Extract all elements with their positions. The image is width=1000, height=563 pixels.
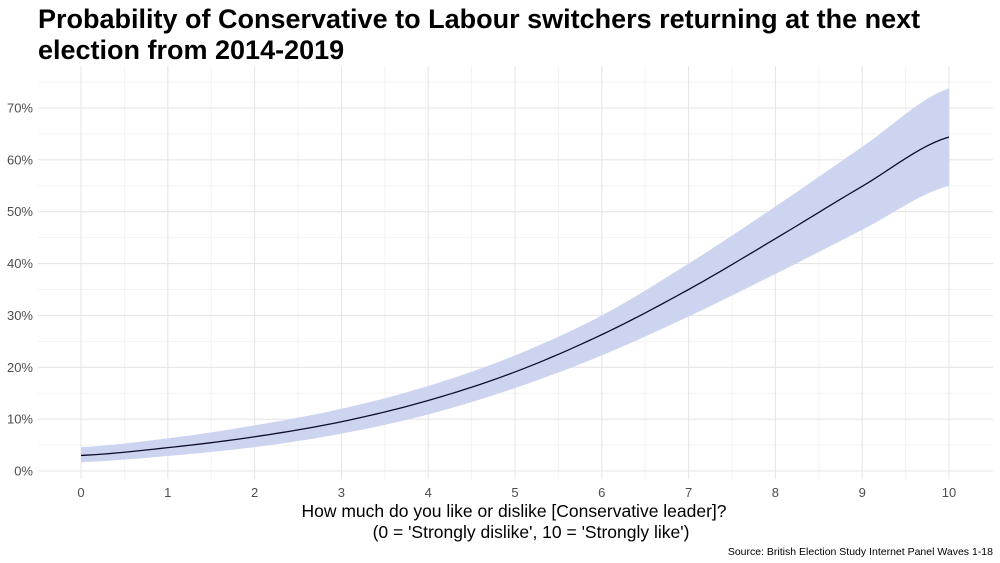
- x-axis-ticks: 0 1 2 3 4 5 6 7 8 9 10: [77, 485, 956, 500]
- x-tick-label-9: 9: [859, 485, 866, 500]
- x-tick-label-8: 8: [772, 485, 779, 500]
- y-tick-label-3: 30%: [7, 308, 33, 323]
- x-tick-label-5: 5: [511, 485, 518, 500]
- chart-title: Probability of Conservative to Labour sw…: [38, 4, 921, 65]
- x-tick-label-3: 3: [338, 485, 345, 500]
- confidence-band-0: [81, 88, 949, 463]
- x-tick-label-2: 2: [251, 485, 258, 500]
- x-tick-label-1: 1: [164, 485, 171, 500]
- x-tick-label-10: 10: [942, 485, 956, 500]
- y-tick-label-5: 50%: [7, 204, 33, 219]
- x-tick-label-0: 0: [77, 485, 84, 500]
- x-axis-label-line-2: (0 = 'Strongly dislike', 10 = 'Strongly …: [373, 522, 690, 542]
- y-tick-label-7: 70%: [7, 101, 33, 116]
- estimate-line-0: [80, 136, 950, 457]
- y-tick-label-6: 60%: [7, 152, 33, 167]
- x-tick-label-6: 6: [598, 485, 605, 500]
- confidence-band-layer: [81, 88, 949, 463]
- y-axis-ticks: 0% 10% 20% 30% 40% 50% 60% 70%: [7, 101, 33, 479]
- x-tick-label-4: 4: [425, 485, 432, 500]
- y-tick-label-1: 10%: [7, 412, 33, 427]
- y-tick-label-2: 20%: [7, 360, 33, 375]
- x-axis-label-line-1: How much do you like or dislike [Conserv…: [301, 501, 726, 521]
- y-tick-label-0: 0%: [14, 464, 33, 479]
- estimate-line-layer: [80, 136, 950, 457]
- y-tick-label-4: 40%: [7, 256, 33, 271]
- grid-major: [38, 66, 993, 479]
- source-caption: Source: British Election Study Internet …: [728, 546, 993, 558]
- x-tick-label-7: 7: [685, 485, 692, 500]
